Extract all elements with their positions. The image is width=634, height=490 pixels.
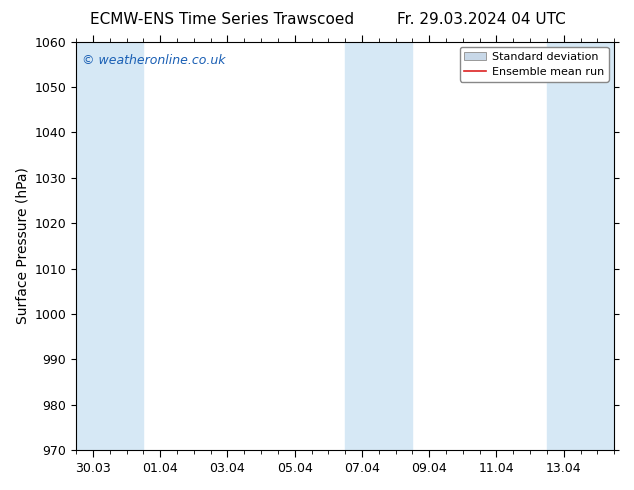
Y-axis label: Surface Pressure (hPa): Surface Pressure (hPa) bbox=[15, 168, 29, 324]
Title: ECMW-ENS Time Series Trawscoed      Fr. 29.03.2024 04 UTC: ECMW-ENS Time Series Trawscoed Fr. 29.03… bbox=[0, 489, 1, 490]
Text: © weatheronline.co.uk: © weatheronline.co.uk bbox=[82, 54, 225, 67]
Text: Fr. 29.03.2024 04 UTC: Fr. 29.03.2024 04 UTC bbox=[398, 12, 566, 27]
Text: ECMW-ENS Time Series Trawscoed: ECMW-ENS Time Series Trawscoed bbox=[90, 12, 354, 27]
Bar bbox=[76, 42, 143, 450]
Legend: Standard deviation, Ensemble mean run: Standard deviation, Ensemble mean run bbox=[460, 47, 609, 81]
Bar bbox=[345, 42, 412, 450]
Bar bbox=[547, 42, 614, 450]
